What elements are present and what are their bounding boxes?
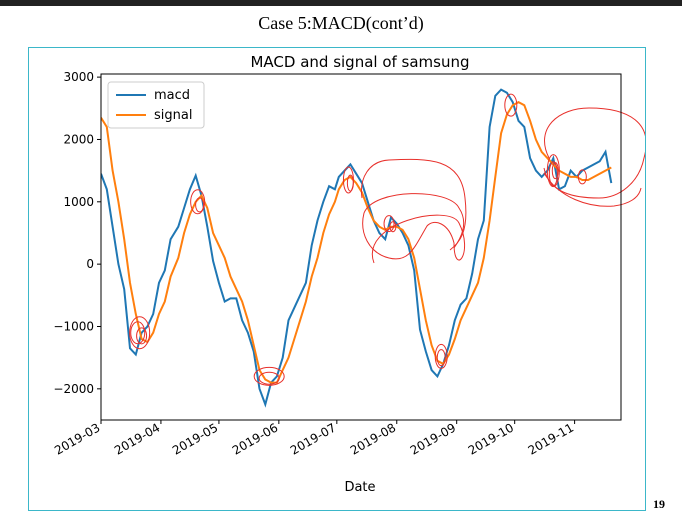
annotation-circle [258,371,280,385]
x-axis-label: Date [344,480,375,495]
annotation-circle [130,321,146,345]
slide-title: Case 5:MACD(cont’d) [258,13,424,33]
y-tick-label: −2000 [53,382,94,396]
y-tick-label: −1000 [53,319,94,333]
annotation-circle [546,154,560,188]
annotation-circle [383,215,395,233]
annotation-circle [551,162,559,180]
annotation-circle [253,366,285,386]
top-bar [0,0,682,6]
x-tick-label: 2019-11 [526,420,576,457]
page-number: 19 [653,497,665,511]
x-tick-label: 2019-06 [230,420,280,457]
annotation-circle [346,174,354,192]
plot-frame [100,73,622,421]
chart-title: MACD and signal of samsung [250,53,469,71]
legend-box [107,81,205,129]
annotation-scribble [543,107,647,199]
annotation-circle [436,349,446,367]
legend-label-macd: macd [154,88,190,103]
x-tick-label: 2019-07 [288,420,338,457]
annotation-circle [129,316,151,350]
series-line-macd [101,88,613,408]
legend-label-signal: signal [154,108,192,123]
x-tick-label: 2019-08 [348,420,398,457]
macd-chart: MACD and signal of samsung 3000 2000 1000 0… [52,53,647,495]
annotation-circle [577,169,587,185]
annotation-circle [504,93,518,117]
series-line-signal [101,100,612,384]
x-tick-label: 2019-04 [112,420,162,457]
annotation-circle [136,327,148,345]
annotation-scribble [543,172,642,207]
annotation-scribble [362,193,466,264]
y-tick-label: 1000 [63,195,94,209]
x-tick-label: 2019-03 [52,420,102,457]
y-tick-label: 0 [86,257,94,271]
annotation-circle [389,221,397,233]
x-tick-label: 2019-05 [170,420,220,457]
figure-frame: MACD and signal of samsung 3000 2000 1000 0… [28,47,647,511]
annotation-circle [195,197,205,213]
x-tick-label: 2019-10 [466,420,516,457]
x-tick-label: 2019-09 [408,420,458,457]
y-tick-label: 3000 [63,70,94,84]
annotation-scribble [360,158,467,251]
y-tick-label: 2000 [63,132,94,146]
annotation-circle [190,189,206,215]
annotation-circle [434,343,448,369]
